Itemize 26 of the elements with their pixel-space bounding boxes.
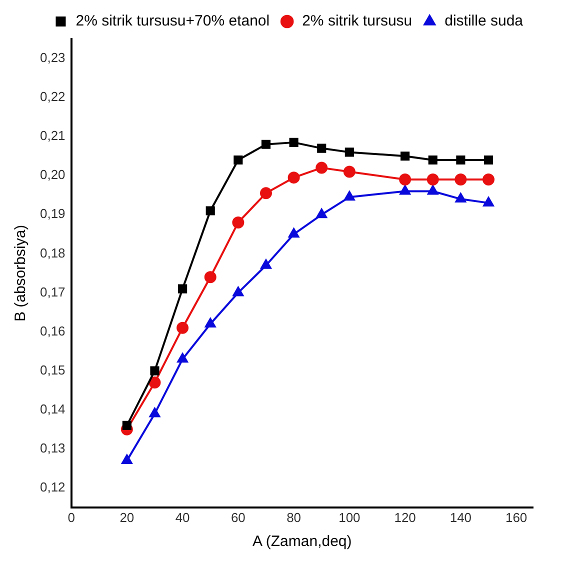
y-axis-title: B (absorbsiya) [12,224,30,322]
y-tick-label: 0,22 [40,89,66,104]
y-tick-label: 0,15 [40,362,66,378]
legend-label: 2% sitrik tursusu [302,12,412,30]
x-tick-label: 40 [175,510,190,525]
y-tick-label: 0,20 [40,167,66,182]
legend-label: 2% sitrik tursusu+70% etanol [76,12,270,30]
x-tick-label: 0 [68,510,75,525]
y-tick-label: 0,14 [40,401,66,416]
x-tick-label: 100 [338,510,360,525]
y-tick-label: 0,17 [40,284,66,300]
x-tick-label: 60 [230,510,246,525]
y-tick-label: 0,16 [40,323,66,338]
y-tick-label: 0,12 [40,479,66,494]
y-tick-label: 0,23 [40,50,66,66]
x-axis-title: A (Zaman,deq) [252,533,352,550]
y-tick-label: 0,19 [40,206,66,222]
y-tick-label: 0,21 [40,128,66,144]
legend-label: distille suda [444,12,524,30]
x-tick-label: 20 [120,510,134,525]
y-tick-label: 0,13 [40,440,66,456]
y-tick-label: 0,18 [40,245,66,260]
x-tick-label: 80 [286,510,302,525]
x-tick-label: 160 [505,510,528,525]
x-tick-label: 120 [394,510,416,525]
x-tick-label: 140 [450,510,472,525]
